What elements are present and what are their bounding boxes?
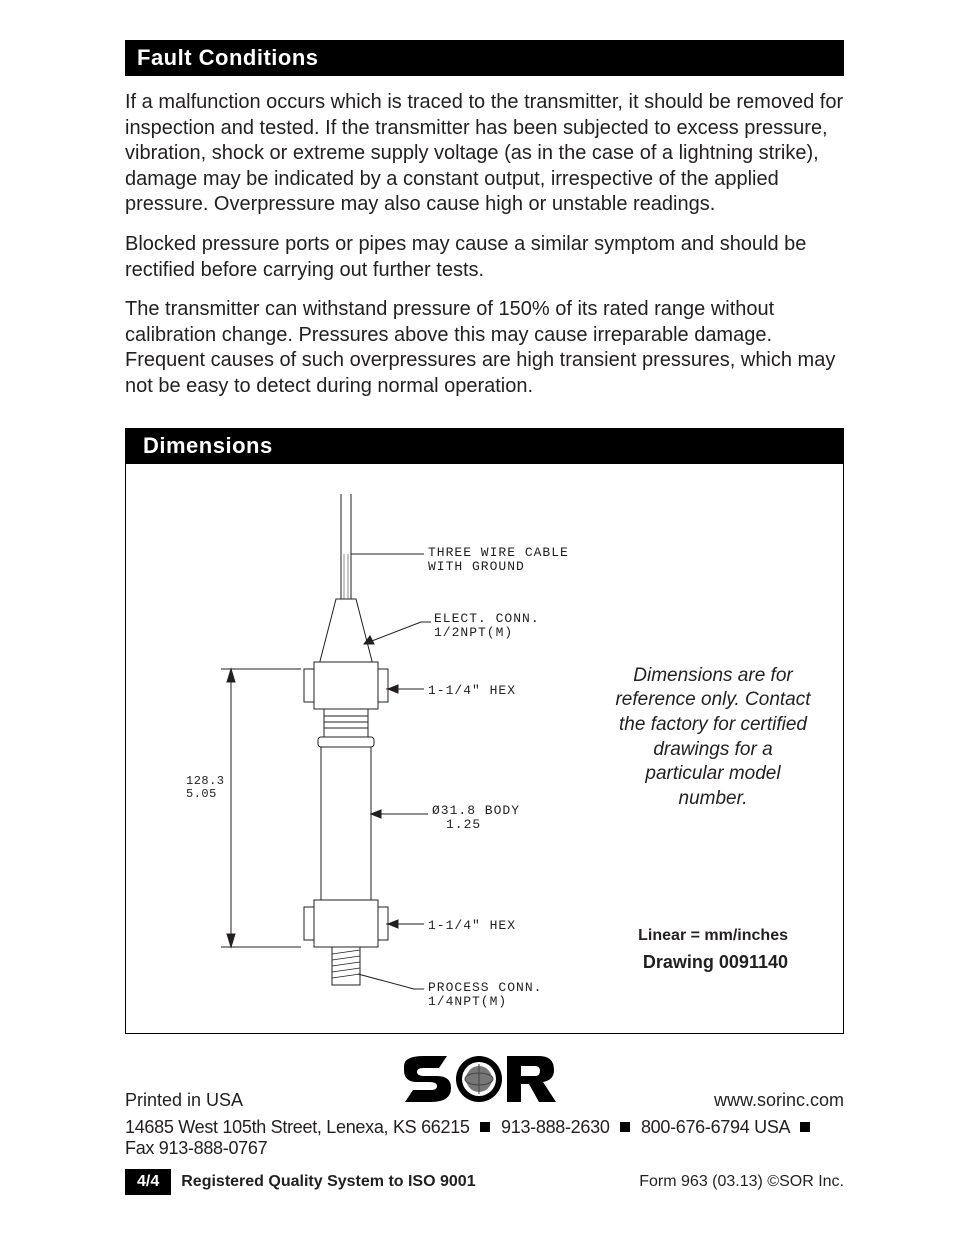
dim-height-in: 5.05 bbox=[186, 787, 217, 801]
section-header-dimensions: Dimensions bbox=[125, 428, 844, 464]
callout-hex2: 1-1/4" HEX bbox=[428, 918, 516, 933]
section-header-fault: Fault Conditions bbox=[125, 40, 844, 76]
page-footer: Printed in USA www.sorinc.com 1468 bbox=[125, 1054, 844, 1195]
callout-body2: 1.25 bbox=[446, 817, 481, 832]
dim-height-mm: 128.3 bbox=[186, 774, 225, 788]
callout-cable2: WITH GROUND bbox=[428, 559, 525, 574]
phone2: 800-676-6794 USA bbox=[641, 1117, 789, 1137]
drawing-number: Drawing 0091140 bbox=[643, 952, 788, 973]
separator-icon bbox=[620, 1122, 630, 1132]
form-number: Form 963 (03.13) ©SOR Inc. bbox=[639, 1169, 844, 1195]
page-number: 4/4 bbox=[125, 1169, 171, 1195]
address: 14685 West 105th Street, Lenexa, KS 6621… bbox=[125, 1117, 470, 1137]
fault-p1: If a malfunction occurs which is traced … bbox=[125, 90, 844, 218]
phone1: 913-888-2630 bbox=[501, 1117, 610, 1137]
fault-p2: Blocked pressure ports or pipes may caus… bbox=[125, 232, 844, 283]
address-line: 14685 West 105th Street, Lenexa, KS 6621… bbox=[125, 1115, 844, 1159]
printed-label: Printed in USA bbox=[125, 1090, 243, 1111]
callout-process: PROCESS CONN. bbox=[428, 980, 542, 995]
iso-label: Registered Quality System to ISO 9001 bbox=[171, 1169, 485, 1195]
linear-units: Linear = mm/inches bbox=[638, 927, 788, 945]
dimensions-note: Dimensions are for reference only. Conta… bbox=[613, 664, 813, 812]
callout-elect2: 1/2NPT(M) bbox=[434, 625, 513, 640]
fault-p3: The transmitter can withstand pressure o… bbox=[125, 297, 844, 399]
callout-elect: ELECT. CONN. bbox=[434, 611, 540, 626]
separator-icon bbox=[480, 1122, 490, 1132]
callout-process2: 1/4NPT(M) bbox=[428, 994, 507, 1009]
callout-body: Ø31.8 BODY bbox=[432, 803, 520, 818]
transmitter-diagram: 128.3 5.05 THREE WIRE CABLE WITH GROUND … bbox=[146, 494, 586, 1024]
separator-icon bbox=[800, 1122, 810, 1132]
dimensions-diagram-container: 128.3 5.05 THREE WIRE CABLE WITH GROUND … bbox=[125, 464, 844, 1034]
callout-cable: THREE WIRE CABLE bbox=[428, 545, 569, 560]
logo-wrap bbox=[243, 1054, 714, 1111]
callout-hex1: 1-1/4" HEX bbox=[428, 683, 516, 698]
fax: Fax 913-888-0767 bbox=[125, 1138, 267, 1158]
website-url: www.sorinc.com bbox=[714, 1090, 844, 1111]
sor-logo bbox=[399, 1054, 559, 1106]
